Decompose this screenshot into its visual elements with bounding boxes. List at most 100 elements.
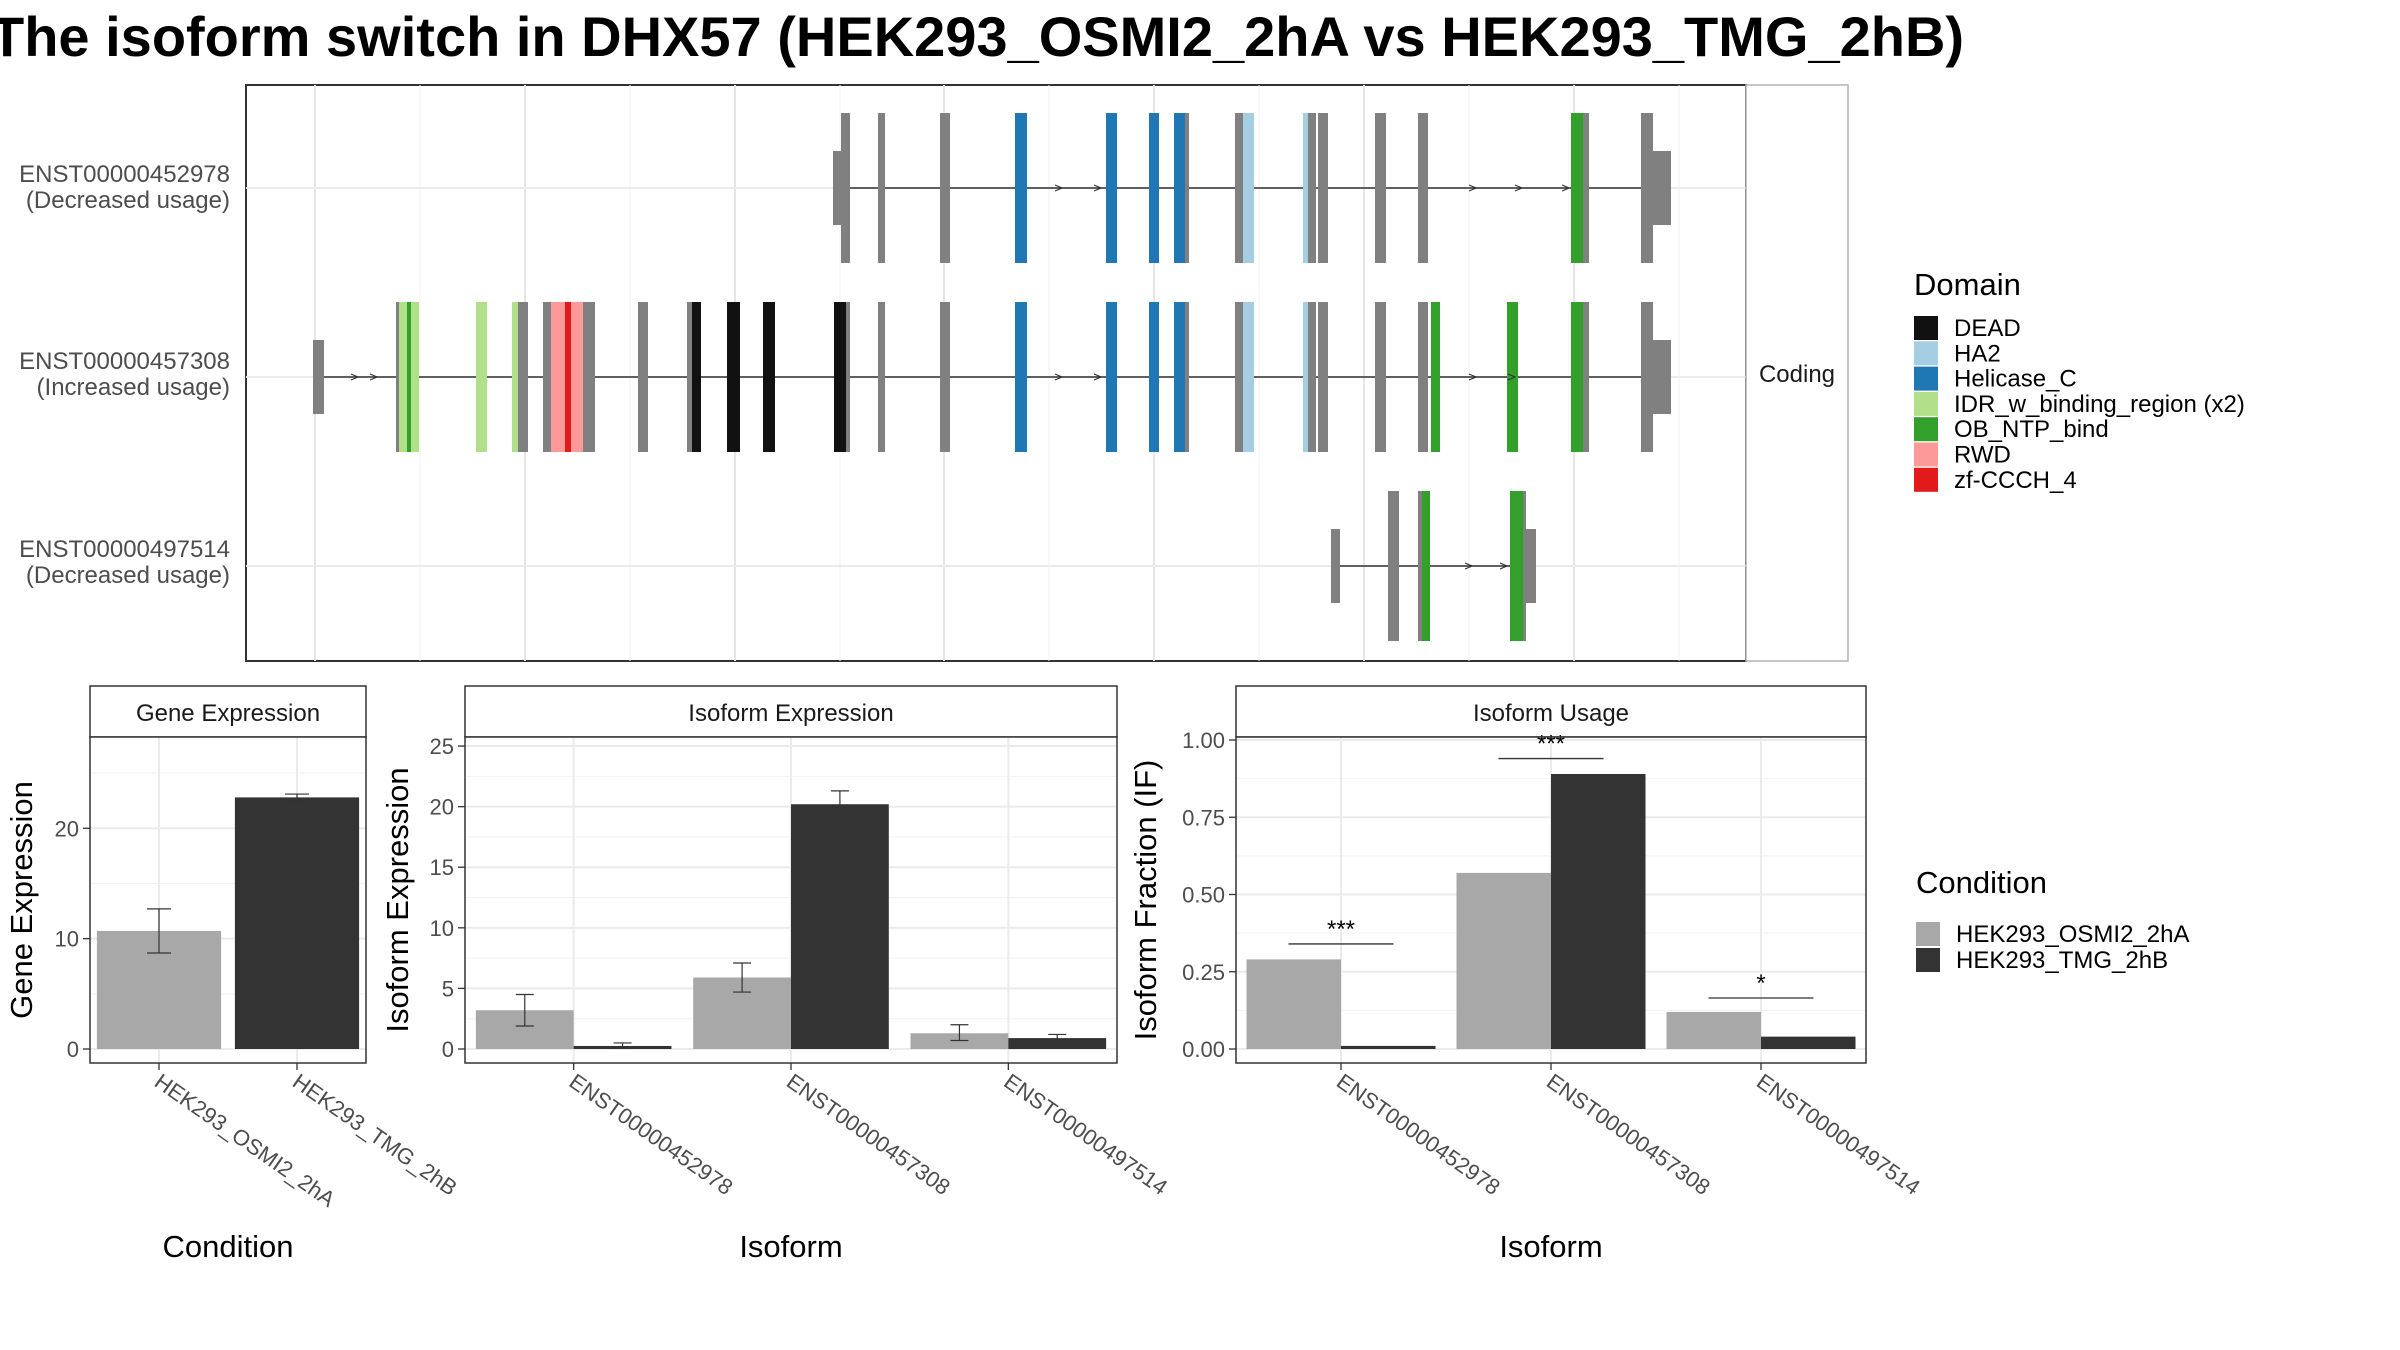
significance-label: *** <box>1327 916 1355 943</box>
domain-legend-key <box>1914 366 1938 391</box>
exon-block <box>1149 113 1159 263</box>
bar <box>910 1033 1009 1049</box>
intron-arrow <box>1464 562 1474 570</box>
domain-legend-key <box>1914 391 1938 416</box>
exon-block <box>518 302 528 452</box>
bar <box>1551 773 1646 1049</box>
exon-block <box>407 302 411 452</box>
chart-strip <box>464 685 1118 738</box>
exon-block <box>1418 113 1428 263</box>
domain-legend-key <box>1914 341 1938 366</box>
exon-block <box>1303 113 1308 263</box>
condition-legend-title: Condition <box>1916 865 2047 900</box>
isoform-row-status-3: (Decreased usage) <box>26 562 230 589</box>
significance-label: * <box>1756 970 1765 997</box>
exon-block <box>1507 302 1518 452</box>
exon-block <box>1571 302 1583 452</box>
structure-strip-label: Coding <box>1759 361 1835 388</box>
exon-block <box>846 302 850 452</box>
exon-block <box>1375 302 1386 452</box>
exon-block <box>476 302 487 452</box>
y-tick-label: 0 <box>67 1037 79 1062</box>
y-tick-label: 5 <box>442 976 454 1001</box>
intron-arrow <box>369 373 379 381</box>
exon-block <box>565 302 571 452</box>
exon-block <box>396 302 400 452</box>
y-tick-label: 20 <box>55 816 79 841</box>
exon-block <box>1388 491 1399 641</box>
utr-block <box>1526 529 1536 603</box>
intron-arrow <box>1499 562 1509 570</box>
exon-block <box>551 302 565 452</box>
exon-block <box>940 113 950 263</box>
domain-legend: Domain DEADHA2Helicase_CIDR_w_binding_re… <box>1914 267 2245 494</box>
exon-block <box>1641 302 1653 452</box>
exon-block <box>1015 113 1027 263</box>
y-axis-title: Isoform Expression <box>380 767 415 1032</box>
x-axis-title: Isoform <box>1499 1229 1602 1264</box>
exon-block <box>687 302 692 452</box>
chart-panel-2: Isoform Expression0510152025ENST00000452… <box>380 685 1172 1264</box>
exon-block <box>834 302 846 452</box>
bar <box>1761 1036 1856 1049</box>
domain-legend-label: OB_NTP_bind <box>1954 416 2109 443</box>
exon-block <box>571 302 583 452</box>
exon-block <box>1422 491 1430 641</box>
domain-legend-label: Helicase_C <box>1954 366 2077 393</box>
domain-legend-label: HA2 <box>1954 340 2001 367</box>
isoform-structure-panel: Coding ENST00000452978 (Decreased usage)… <box>19 84 1849 662</box>
bar <box>1666 1011 1761 1049</box>
isoform-row-status-1: (Decreased usage) <box>26 187 230 214</box>
utr-block <box>1331 529 1340 603</box>
intron-arrow <box>1093 373 1103 381</box>
exon-block <box>1106 302 1117 452</box>
isoform-row-label-1: ENST00000452978 <box>19 161 230 188</box>
condition-legend-label: HEK293_TMG_2hB <box>1956 947 2168 974</box>
exon-block <box>1243 302 1254 452</box>
intron-arrow <box>1561 184 1571 192</box>
exon-block <box>1235 113 1244 263</box>
utr-block <box>1653 151 1671 225</box>
intron-arrow <box>1054 184 1064 192</box>
exon-block <box>1015 302 1027 452</box>
structure-strip <box>1745 84 1849 662</box>
y-tick-label: 0.75 <box>1182 805 1225 830</box>
exon-block <box>878 113 885 263</box>
exon-block <box>1571 113 1583 263</box>
bar <box>1246 959 1341 1049</box>
intron-arrow <box>1507 373 1517 381</box>
exon-block <box>763 302 775 452</box>
significance-label: *** <box>1537 731 1565 758</box>
exon-block <box>1418 491 1422 641</box>
y-tick-label: 0.00 <box>1182 1037 1225 1062</box>
exon-block <box>1308 113 1316 263</box>
exon-block <box>638 302 648 452</box>
exon-block <box>1641 113 1653 263</box>
exon-block <box>543 302 551 452</box>
domain-legend-key <box>1914 417 1938 442</box>
exon-block <box>1106 113 1117 263</box>
exon-block <box>1174 302 1186 452</box>
intron-arrow <box>1468 373 1478 381</box>
chart-title: Isoform Usage <box>1473 700 1629 727</box>
x-axis-title: Condition <box>163 1229 294 1264</box>
plot-frame <box>89 736 367 1064</box>
domain-legend-label: RWD <box>1954 442 2011 469</box>
intron-arrow <box>1468 184 1478 192</box>
y-axis-title: Gene Expression <box>4 781 39 1019</box>
bar <box>1008 1038 1107 1049</box>
chart-title: Gene Expression <box>136 700 320 727</box>
exon-block <box>1418 302 1428 452</box>
isoform-row-label-3: ENST00000497514 <box>19 536 230 563</box>
y-tick-label: 15 <box>430 855 454 880</box>
condition-legend-key <box>1916 922 1940 946</box>
x-axis-title: Isoform <box>739 1229 842 1264</box>
utr-block <box>1653 340 1671 414</box>
utr-block <box>833 151 841 225</box>
exon-block <box>1235 302 1244 452</box>
y-tick-label: 0.50 <box>1182 883 1225 908</box>
bar <box>791 804 889 1049</box>
